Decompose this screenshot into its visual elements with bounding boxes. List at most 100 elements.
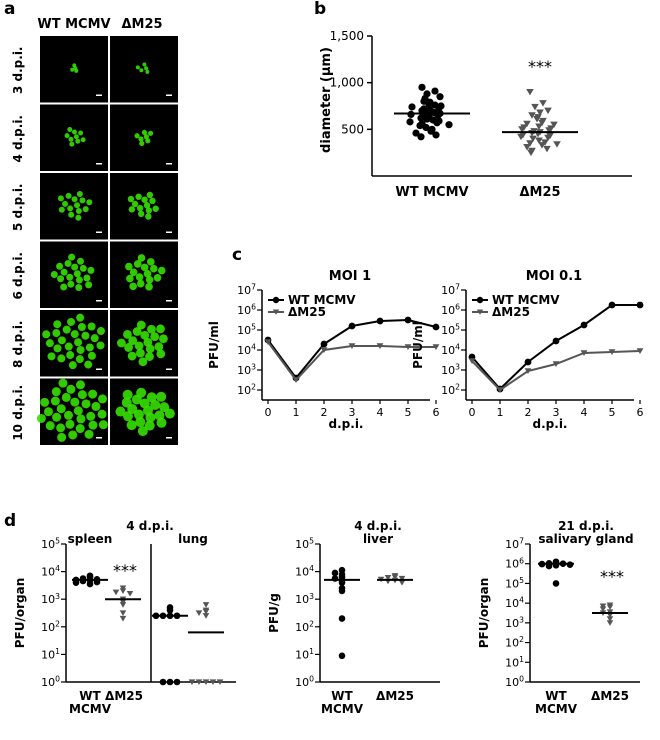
plaque-blob: [138, 357, 148, 367]
d-header: 21 d.p.i.: [558, 519, 614, 533]
d-ylabel: PFU/organ: [477, 578, 491, 649]
growth-curve-moi01: MOI 0.1 102 103 104 105 106 107 0 1 2 3 4 5 6 d.p.i. PF…: [411, 269, 644, 431]
plaque-blob: [78, 130, 84, 136]
d-significance: ***: [113, 561, 137, 580]
plaque-blob: [45, 421, 55, 431]
plaque-blob: [57, 195, 64, 202]
c-point: [636, 301, 644, 309]
panel-a-letter: a: [4, 0, 15, 19]
c-tick-label: 107: [237, 283, 256, 297]
c-point: [404, 344, 412, 351]
row-label-4: 8 d.p.i.: [11, 321, 25, 369]
c-title: MOI 0.1: [526, 269, 582, 284]
plaque-blob: [156, 417, 167, 428]
d-point: [606, 616, 614, 622]
plaque-blob: [134, 341, 144, 351]
plaque-blob: [87, 351, 96, 360]
c-xtick-label: 5: [609, 406, 616, 419]
c-tick-label: 107: [441, 283, 460, 297]
plaque-blob: [50, 270, 58, 278]
c-point: [468, 358, 476, 365]
d-point: [119, 610, 127, 616]
plaque-blob: [91, 401, 101, 411]
scale-bar: [166, 300, 172, 302]
plaque-blob: [66, 273, 74, 281]
c-point: [608, 301, 616, 309]
c-legend-label: ΔM25: [492, 305, 530, 319]
plaque-blob: [62, 325, 71, 334]
c-point: [524, 368, 532, 375]
plaque-blob: [140, 263, 149, 272]
plaque-blob: [145, 138, 151, 144]
plaque-blob: [53, 320, 62, 329]
d-point: [119, 602, 127, 608]
d-subtitle: lung: [178, 532, 208, 546]
d-tick-label: 104: [295, 564, 314, 578]
c-xtick-label: 4: [581, 406, 588, 419]
plaque-blob: [57, 432, 67, 442]
plaque-blob: [144, 66, 149, 71]
b-point: [550, 121, 558, 129]
b-point: [518, 126, 526, 133]
plaque-blob: [145, 275, 154, 284]
plaque-blob: [133, 409, 144, 420]
b-point: [526, 140, 534, 147]
d-category: WT: [79, 689, 101, 703]
plaque-blob: [145, 412, 156, 423]
d-significance: ***: [600, 567, 624, 586]
plaque-blob: [64, 133, 70, 139]
plaque-blob: [96, 327, 105, 336]
plaque-blob: [72, 63, 77, 68]
d-ylabel: PFU/g: [267, 593, 281, 633]
plaque-blob: [40, 397, 50, 407]
plaque-blob: [67, 280, 75, 288]
plaque-blob: [147, 324, 156, 334]
c-tick-label: 102: [237, 383, 256, 397]
plaque-image-2-0: [40, 173, 108, 240]
b-category: ΔM25: [519, 185, 560, 200]
diameter-scatter-chart: 500 1,000 1,500 diameter (µm) WT MCMV ΔM25 ***: [319, 29, 632, 200]
plaque-blob: [47, 352, 56, 361]
plaque-blob: [86, 411, 96, 421]
c-point: [404, 316, 412, 324]
d-point: [216, 679, 224, 685]
c-tick-label: 106: [441, 303, 460, 317]
d-point: [188, 679, 196, 685]
row-label-0: 3 d.p.i.: [11, 47, 25, 95]
c-point: [552, 361, 560, 368]
scale-bar: [96, 231, 102, 233]
c-point: [432, 323, 440, 331]
plaque-blob: [164, 408, 175, 419]
plaque-blob: [65, 192, 72, 199]
b-point: [539, 100, 547, 107]
b-point: [536, 109, 544, 116]
d-point: [126, 591, 134, 597]
plaque-blob: [136, 387, 147, 398]
plaque-blob: [142, 62, 147, 67]
b-point: [406, 118, 414, 126]
plaque-blob: [156, 349, 166, 359]
plaque-blob: [157, 266, 166, 275]
plaque-blob: [121, 397, 132, 408]
d-point: [338, 573, 346, 581]
b-point: [533, 116, 541, 123]
plaque-blob: [68, 430, 78, 440]
plaque-blob: [159, 402, 170, 413]
plaque-blob: [123, 330, 132, 339]
plaque-blob: [97, 409, 107, 419]
d-point: [202, 613, 210, 619]
plaque-blob: [136, 279, 145, 288]
plaque-blob: [75, 283, 83, 291]
plaque-blob: [150, 332, 160, 342]
plaque-blob: [76, 257, 84, 265]
plaque-blob: [58, 206, 65, 213]
plaque-blob: [76, 190, 83, 197]
plaque-blob: [52, 329, 61, 338]
b-point: [425, 100, 433, 108]
row-label-5: 10 d.p.i.: [11, 385, 25, 441]
plaque-blob: [51, 387, 61, 397]
d-category: MCMV: [535, 702, 578, 716]
c-xtick-label: 3: [553, 406, 560, 419]
d-point: [552, 580, 560, 587]
plaque-blob: [71, 129, 77, 135]
